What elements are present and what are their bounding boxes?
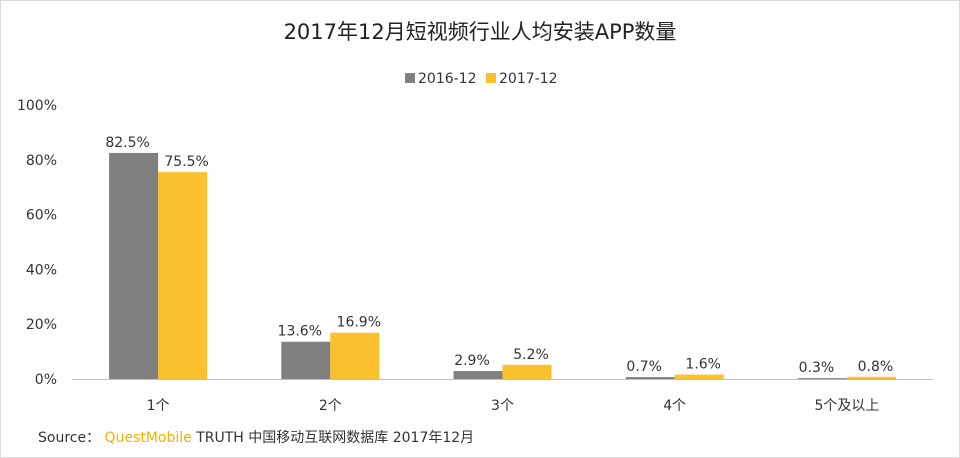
data-label: 16.9% bbox=[337, 315, 381, 331]
data-label: 2.9% bbox=[454, 353, 490, 369]
data-label: 0.3% bbox=[799, 360, 835, 376]
y-tick-label: 40% bbox=[26, 262, 57, 278]
x-tick-label: 4个 bbox=[663, 398, 686, 414]
y-tick-label: 20% bbox=[26, 317, 57, 333]
y-tick-label: 60% bbox=[26, 208, 57, 224]
legend-label: 2017-12 bbox=[499, 71, 558, 87]
data-label: 0.7% bbox=[626, 359, 662, 375]
legend-swatch-201612 bbox=[405, 73, 415, 83]
data-label: 82.5% bbox=[105, 135, 149, 151]
data-label: 1.6% bbox=[685, 357, 721, 373]
bar-201712-4 bbox=[674, 374, 724, 379]
y-tick-label: 100% bbox=[17, 98, 57, 114]
legend-label: 2016-12 bbox=[418, 71, 477, 87]
bar-201612-2 bbox=[281, 341, 331, 379]
data-label: 5.2% bbox=[513, 347, 549, 363]
data-label: 0.8% bbox=[858, 359, 894, 375]
x-tick-label: 5个及以上 bbox=[814, 398, 879, 414]
bar-201612-1 bbox=[109, 152, 159, 379]
y-tick-label: 80% bbox=[26, 153, 57, 169]
x-tick-label: 3个 bbox=[491, 398, 514, 414]
bar-201612-3 bbox=[453, 371, 503, 379]
bar-201712-2 bbox=[330, 332, 380, 379]
data-label: 13.6% bbox=[278, 324, 322, 340]
source-prefix: Source： bbox=[38, 430, 105, 446]
x-tick-label: 1个 bbox=[147, 398, 170, 414]
y-tick-label: 0% bbox=[35, 372, 57, 388]
data-label: 75.5% bbox=[164, 154, 208, 170]
legend-swatch-201712 bbox=[486, 73, 496, 83]
x-tick-label: 2个 bbox=[319, 398, 342, 414]
bar-201712-1 bbox=[158, 172, 208, 379]
chart-title: 2017年12月短视频行业人均安装APP数量 bbox=[283, 20, 677, 44]
source-brand: QuestMobile bbox=[104, 430, 192, 446]
bar-201612-5 bbox=[797, 378, 847, 380]
bar-201712-5 bbox=[846, 376, 896, 379]
bar-201612-4 bbox=[625, 377, 675, 379]
source-note: Source： QuestMobile TRUTH 中国移动互联网数据库 201… bbox=[38, 427, 474, 447]
bar-201712-3 bbox=[502, 364, 552, 379]
source-rest: TRUTH 中国移动互联网数据库 2017年12月 bbox=[191, 430, 475, 446]
